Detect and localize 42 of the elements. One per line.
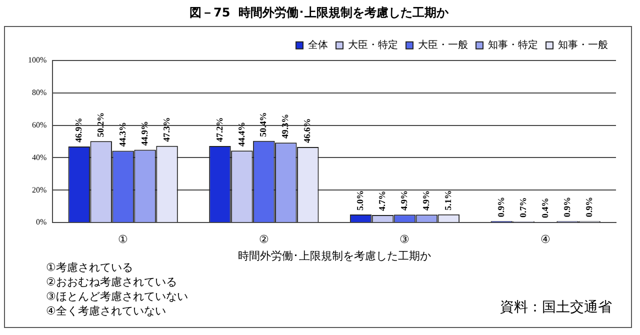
y-tick-label: 40% xyxy=(32,152,47,162)
text: ②おおむね考慮されている xyxy=(46,275,177,288)
data-label: 47.3% xyxy=(161,117,172,142)
x-tick-label: ① xyxy=(118,234,128,246)
data-label: 5.0% xyxy=(355,190,366,210)
data-label: 0.7% xyxy=(518,197,528,218)
y-tick-label: 0% xyxy=(36,218,47,227)
data-label: 44.9% xyxy=(139,121,150,146)
x-tick-label: ② xyxy=(258,234,269,246)
data-label: 0.9% xyxy=(496,196,506,218)
chart-title: 図－75 時間外労働･上限規制を考慮した工期か xyxy=(189,5,450,20)
data-label: 44.4% xyxy=(236,122,246,147)
y-tick-label: 80% xyxy=(32,88,47,97)
data-label: 47.2% xyxy=(214,117,224,142)
y-tick-label: 20% xyxy=(32,185,47,194)
legend-label: 知事・特定 xyxy=(488,39,538,52)
data-label: 0.9% xyxy=(584,196,594,218)
data-label: 50.2% xyxy=(95,112,106,138)
x-tick-label: ③ xyxy=(400,234,410,246)
legend-label: 全体 xyxy=(308,39,328,52)
data-label: 4.7% xyxy=(377,190,388,211)
y-tick-label: 60% xyxy=(32,120,47,130)
data-label: 0.9% xyxy=(562,196,572,218)
text: 資料：国土交通省 xyxy=(500,300,612,316)
data-label: 50.4% xyxy=(258,112,268,137)
data-label: 0.4% xyxy=(540,198,550,218)
data-label: 44.3% xyxy=(117,122,128,147)
x-tick-label: ④ xyxy=(540,234,551,246)
data-label: 49.3% xyxy=(280,114,290,139)
data-label: 46.9% xyxy=(73,118,84,143)
text: ④全く考慮されていない xyxy=(46,304,166,318)
data-label: 4.9% xyxy=(421,190,432,211)
legend-label: 知事・一般 xyxy=(558,39,608,52)
y-tick-label: 100% xyxy=(28,55,47,64)
data-label: 46.6% xyxy=(302,118,312,144)
text: ③ほとんど考慮されていない xyxy=(46,290,188,303)
data-label: 4.9% xyxy=(399,190,410,211)
x-axis-title: 時間外労働･上限規制を考慮した工期か xyxy=(238,249,431,262)
text: ①考慮されている xyxy=(46,260,133,274)
legend-label: 大臣・特定 xyxy=(348,39,398,52)
data-label: 5.1% xyxy=(443,190,454,210)
legend-label: 大臣・一般 xyxy=(418,39,468,52)
